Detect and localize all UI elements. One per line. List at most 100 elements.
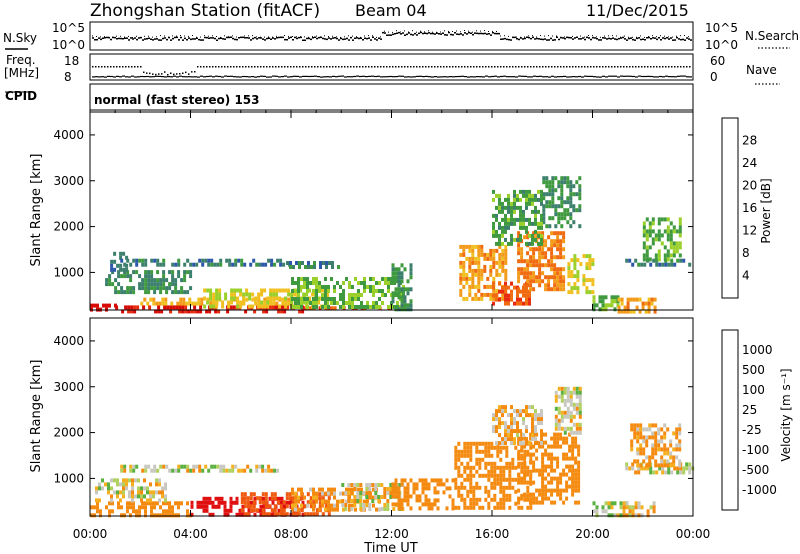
data-cell	[252, 500, 256, 505]
data-cell	[272, 292, 276, 297]
data-cell	[165, 509, 168, 514]
freq-trace-point	[659, 75, 662, 78]
nsky-trace-point	[644, 39, 646, 41]
data-cell	[228, 262, 232, 267]
data-cell	[291, 503, 294, 508]
data-cell	[625, 462, 629, 467]
data-cell	[363, 277, 366, 281]
data-cell	[463, 501, 467, 506]
nave-trace-point	[461, 66, 463, 68]
data-cell	[137, 486, 140, 491]
data-cell	[300, 503, 303, 508]
freq-trace-point	[464, 76, 467, 78]
nsky-trace-point	[536, 37, 538, 40]
data-cell	[551, 196, 555, 201]
data-cell	[498, 264, 502, 269]
nsky-trace-point	[608, 37, 610, 40]
data-cell	[179, 301, 183, 306]
data-cell	[177, 501, 180, 506]
data-cell	[295, 261, 298, 265]
data-cell	[517, 452, 521, 457]
data-cell	[306, 281, 309, 285]
nsky-trace-point	[328, 37, 330, 39]
data-cell	[507, 413, 510, 418]
data-cell	[474, 244, 478, 249]
data-cell	[144, 274, 148, 279]
data-cell	[342, 507, 345, 512]
data-cell	[359, 507, 363, 511]
nsky-trace-point	[594, 37, 596, 39]
data-cell	[526, 275, 530, 280]
data-cell	[519, 413, 522, 418]
data-cell	[129, 505, 132, 510]
data-cell	[273, 504, 277, 509]
nave-trace-point	[653, 66, 655, 68]
data-cell	[321, 293, 324, 297]
data-cell	[675, 431, 679, 436]
nsky-trace-point	[688, 38, 690, 40]
nave-trace-point	[230, 66, 232, 68]
data-cell	[563, 208, 567, 213]
data-cell	[660, 455, 664, 460]
data-cell	[525, 201, 528, 206]
nsearch-label: N.Search	[745, 29, 799, 43]
data-cell	[513, 221, 516, 226]
data-cell	[144, 278, 148, 283]
data-cell	[486, 252, 490, 257]
nsky-trace-point	[338, 39, 340, 41]
data-cell	[534, 213, 537, 218]
nave-trace-point	[260, 66, 262, 68]
nave-trace-point	[425, 66, 427, 68]
data-cell	[628, 505, 632, 510]
nsky-trace-point	[480, 32, 482, 35]
data-cell	[409, 494, 413, 499]
data-cell	[682, 470, 686, 475]
data-cell	[678, 221, 682, 226]
nsearch-trace-point	[176, 35, 177, 37]
data-cell	[563, 390, 567, 395]
freq-trace-point	[602, 75, 605, 77]
data-cell	[282, 500, 286, 505]
freq-trace-point	[533, 75, 536, 77]
data-cell	[499, 477, 503, 482]
nsearch-trace-point	[660, 35, 661, 37]
data-cell	[243, 496, 247, 501]
data-cell	[123, 464, 127, 469]
nsearch-trace-point	[688, 36, 689, 38]
data-cell	[268, 305, 272, 310]
nsky-trace-point	[410, 33, 412, 36]
data-cell	[327, 289, 330, 293]
data-cell	[540, 409, 543, 414]
data-cell	[406, 486, 410, 491]
data-cell	[336, 281, 339, 285]
data-cell	[418, 478, 422, 483]
data-cell	[400, 307, 404, 312]
data-cell	[214, 496, 218, 501]
data-cell	[218, 288, 222, 293]
data-cell	[538, 251, 542, 256]
data-cell	[655, 262, 659, 267]
data-cell	[409, 303, 413, 308]
data-cell	[341, 503, 345, 507]
data-cell	[529, 432, 533, 437]
data-cell	[381, 289, 384, 293]
nave-trace-point	[506, 66, 508, 68]
data-cell	[394, 291, 398, 296]
data-cell	[551, 200, 555, 205]
nsearch-trace-point	[396, 30, 397, 32]
data-cell	[359, 495, 363, 499]
data-cell	[542, 208, 546, 213]
data-cell	[129, 286, 133, 291]
nsearch-trace-point	[572, 35, 573, 37]
data-cell	[353, 487, 357, 491]
data-cell	[678, 443, 682, 448]
data-cell	[177, 290, 181, 295]
data-cell	[421, 502, 425, 507]
data-cell	[186, 509, 189, 514]
data-cell	[90, 303, 93, 308]
data-cell	[304, 265, 307, 269]
freq-trace-point	[227, 75, 230, 77]
data-cell	[517, 235, 521, 240]
data-cell	[540, 237, 543, 242]
data-cell	[117, 282, 121, 287]
